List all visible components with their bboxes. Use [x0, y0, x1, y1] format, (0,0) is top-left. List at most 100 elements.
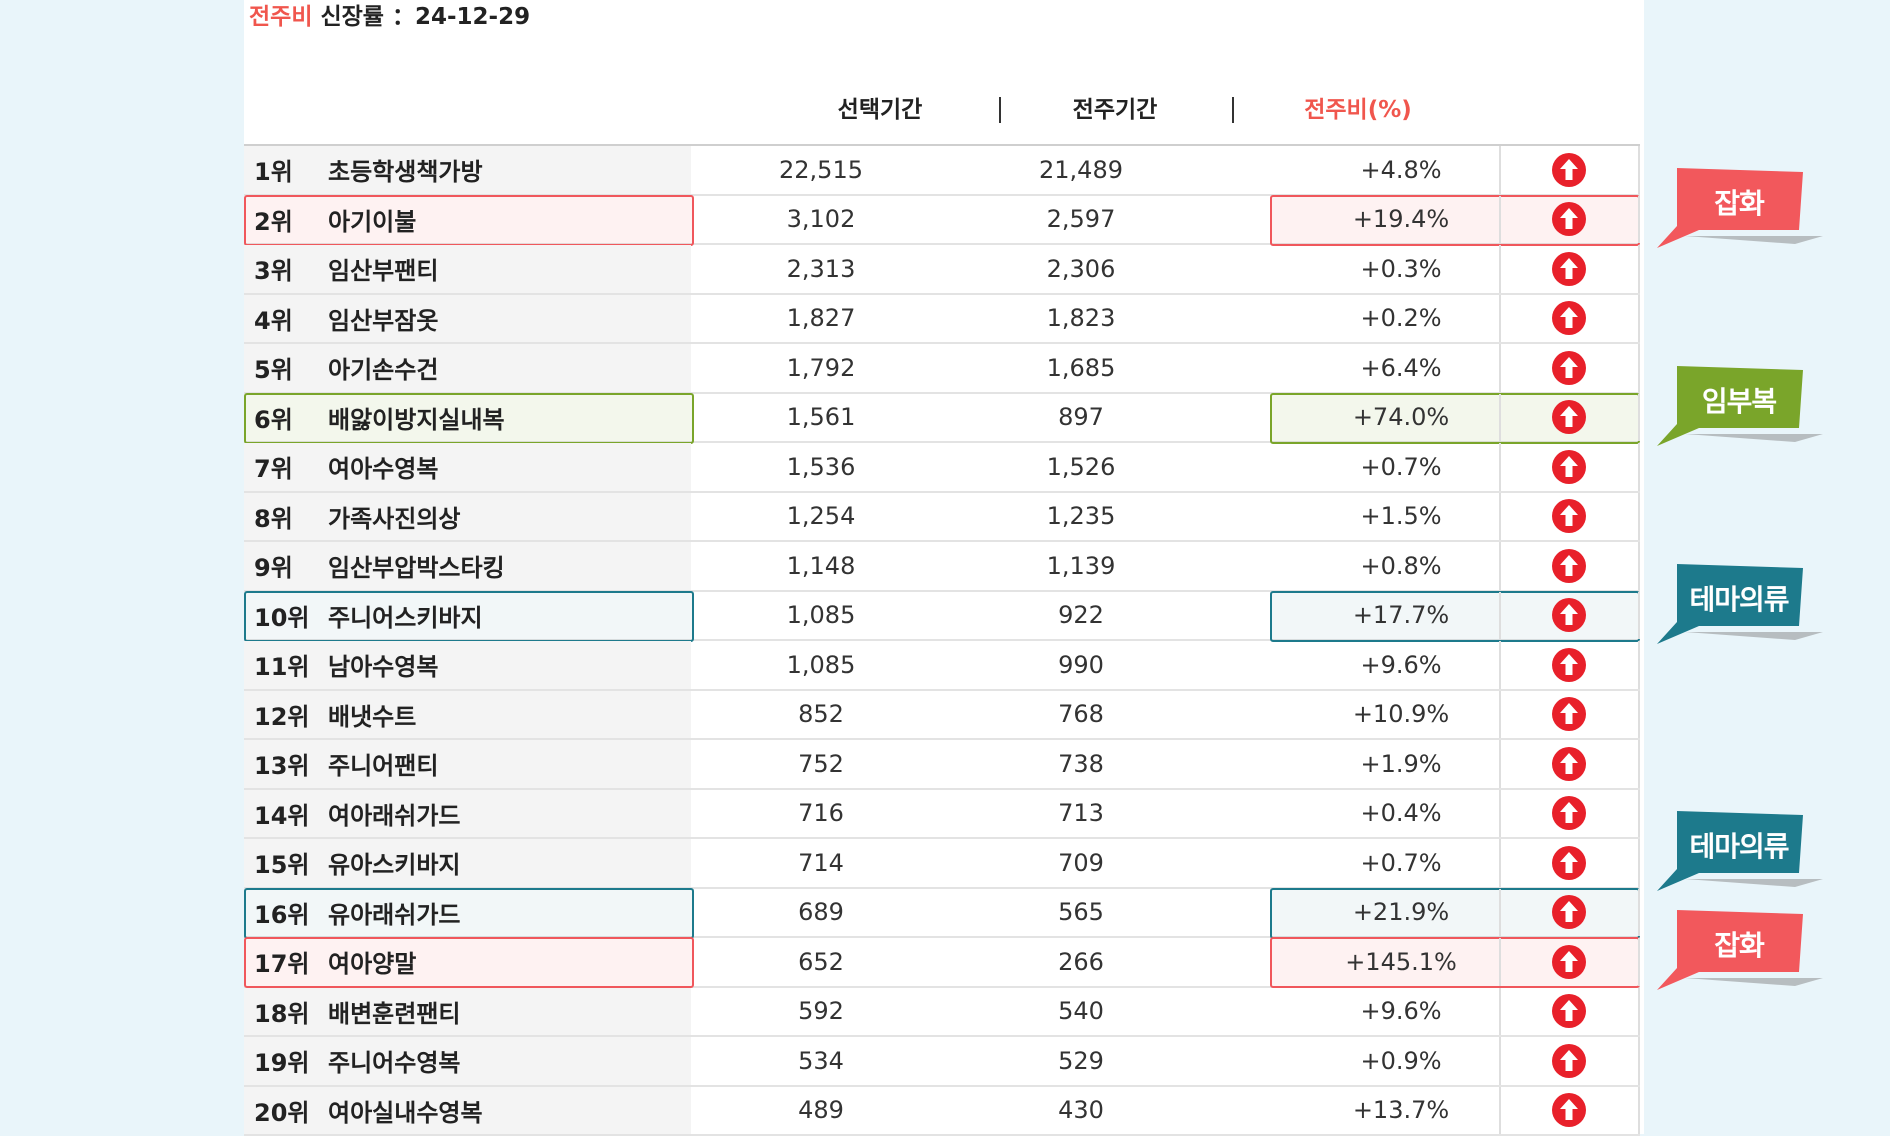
product-name[interactable]: 주니어스키바지	[328, 592, 483, 640]
column-divider	[1638, 443, 1640, 491]
column-divider	[1499, 146, 1501, 194]
name-cell	[244, 641, 691, 689]
arrow-up-circle-icon	[1551, 1092, 1587, 1128]
arrow-up-circle-icon	[1551, 795, 1587, 831]
column-divider	[1638, 1037, 1640, 1085]
ratio-value: +0.2%	[1271, 295, 1531, 343]
name-cell	[244, 988, 691, 1036]
rank-label: 20위	[254, 1087, 309, 1135]
column-divider	[1499, 740, 1501, 788]
product-name[interactable]: 유아래쉬가드	[328, 889, 460, 937]
category-tag: 테마의류	[1655, 807, 1825, 897]
column-divider	[1499, 394, 1501, 442]
previous-period-value: 1,823	[951, 295, 1211, 343]
product-name[interactable]: 배냇수트	[328, 691, 416, 739]
column-divider	[1638, 641, 1640, 689]
product-name[interactable]: 아기손수건	[328, 344, 438, 392]
previous-period-value: 709	[951, 839, 1211, 887]
arrow-up-circle-icon	[1551, 399, 1587, 435]
column-divider	[1499, 641, 1501, 689]
product-name[interactable]: 임산부압박스타킹	[328, 542, 505, 590]
ratio-value: +19.4%	[1271, 196, 1531, 244]
product-name[interactable]: 주니어수영복	[328, 1037, 460, 1085]
selected-period-value: 489	[691, 1087, 951, 1135]
name-cell	[244, 790, 691, 838]
rank-label: 12위	[254, 691, 309, 739]
name-cell	[244, 443, 691, 491]
category-tag-label: 테마의류	[1675, 568, 1803, 628]
column-divider	[1499, 1087, 1501, 1135]
rank-label: 18위	[254, 988, 309, 1036]
product-name[interactable]: 여아양말	[328, 938, 416, 986]
header-selected-period: 선택기간	[780, 92, 980, 128]
product-name[interactable]: 배앓이방지실내복	[328, 394, 505, 442]
product-name[interactable]: 임산부잠옷	[328, 295, 438, 343]
ratio-value: +10.9%	[1271, 691, 1531, 739]
name-cell	[244, 740, 691, 788]
product-name[interactable]: 주니어팬티	[328, 740, 438, 788]
product-name[interactable]: 여아실내수영복	[328, 1087, 483, 1135]
ratio-value: +9.6%	[1271, 641, 1531, 689]
ratio-value: +0.4%	[1271, 790, 1531, 838]
header-previous-period: 전주기간	[1015, 92, 1215, 128]
product-name[interactable]: 가족사진의상	[328, 493, 460, 541]
product-name[interactable]: 남아수영복	[328, 641, 438, 689]
previous-period-value: 1,685	[951, 344, 1211, 392]
column-divider	[1499, 344, 1501, 392]
column-divider	[1638, 394, 1640, 442]
column-divider	[1499, 443, 1501, 491]
previous-period-value: 713	[951, 790, 1211, 838]
name-cell	[244, 839, 691, 887]
selected-period-value: 1,254	[691, 493, 951, 541]
arrow-up-circle-icon	[1551, 944, 1587, 980]
arrow-up-circle-icon	[1551, 251, 1587, 287]
selected-period-value: 689	[691, 889, 951, 937]
category-tag: 임부복	[1655, 362, 1825, 452]
selected-period-value: 852	[691, 691, 951, 739]
previous-period-value: 1,139	[951, 542, 1211, 590]
product-name[interactable]: 여아래쉬가드	[328, 790, 460, 838]
ratio-value: +1.9%	[1271, 740, 1531, 788]
product-name[interactable]: 임산부팬티	[328, 245, 438, 293]
product-name[interactable]: 배변훈련팬티	[328, 988, 460, 1036]
name-cell	[244, 691, 691, 739]
product-name[interactable]: 아기이불	[328, 196, 416, 244]
name-cell	[244, 295, 691, 343]
arrow-up-circle-icon	[1551, 449, 1587, 485]
column-divider	[1638, 839, 1640, 887]
product-name[interactable]: 여아수영복	[328, 443, 438, 491]
selected-period-value: 2,313	[691, 245, 951, 293]
selected-period-value: 1,792	[691, 344, 951, 392]
previous-period-value: 738	[951, 740, 1211, 788]
selected-period-value: 716	[691, 790, 951, 838]
ratio-value: +0.8%	[1271, 542, 1531, 590]
column-divider	[1499, 1037, 1501, 1085]
previous-period-value: 266	[951, 938, 1211, 986]
product-name[interactable]: 초등학생책가방	[328, 146, 483, 194]
selected-period-value: 534	[691, 1037, 951, 1085]
category-tag: 테마의류	[1655, 560, 1825, 650]
column-divider	[1638, 245, 1640, 293]
product-name[interactable]: 유아스키바지	[328, 839, 460, 887]
